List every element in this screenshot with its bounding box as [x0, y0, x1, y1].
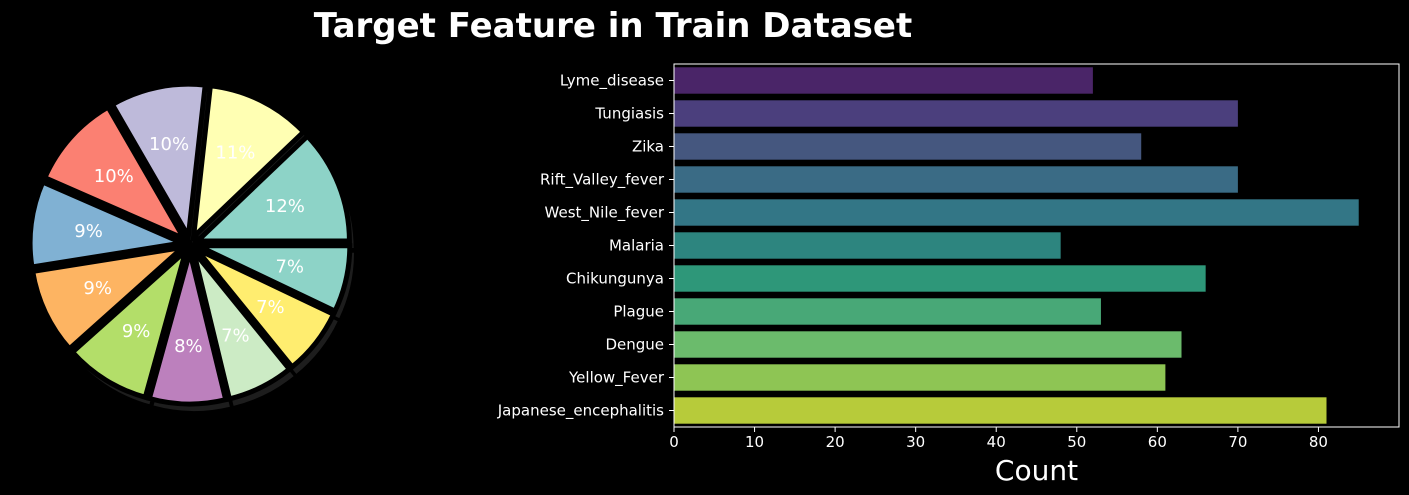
bar	[674, 166, 1238, 193]
x-tick-label: 0	[669, 433, 679, 451]
figure-title: Target Feature in Train Dataset	[313, 6, 913, 46]
pie-slice	[194, 246, 337, 371]
bar	[674, 364, 1166, 391]
x-tick-label: 80	[1309, 433, 1328, 451]
plot-frame	[673, 63, 1400, 428]
bar	[674, 265, 1206, 292]
pie-slice-label: 9%	[74, 221, 103, 242]
x-tick-label: 20	[826, 433, 845, 451]
pie-slice	[108, 81, 208, 245]
x-tick-label: 40	[987, 433, 1006, 451]
y-tick-label: Tungiasis	[594, 105, 664, 123]
pie-slice	[68, 243, 191, 401]
bar-chart: Lyme_disease Tungiasis Zika Rift_Valley_fev…	[497, 63, 1400, 487]
pie-slice-label: 11%	[215, 142, 255, 163]
pie-slice	[41, 103, 191, 245]
x-axis-label: Count	[995, 454, 1078, 487]
x-tick-label: 70	[1228, 433, 1247, 451]
pie-slice	[29, 243, 191, 353]
bar	[674, 232, 1061, 259]
pie-slice-label: 12%	[265, 196, 305, 217]
y-tick-label: Plague	[613, 303, 664, 321]
x-tick-label: 10	[745, 433, 764, 451]
y-tick-label: Yellow_Fever	[568, 369, 665, 388]
bar	[674, 67, 1093, 94]
y-tick-label: Japanese_encephalitis	[497, 402, 664, 421]
pie-slice	[191, 249, 293, 402]
pie-slice	[27, 178, 191, 270]
bar	[674, 100, 1238, 127]
pie-slice	[191, 132, 352, 244]
bar	[674, 199, 1359, 226]
y-tick-label: West_Nile_fever	[545, 204, 665, 223]
pie-slice-label: 9%	[83, 278, 112, 299]
bar	[674, 298, 1101, 325]
pie-slice-label: 10%	[149, 134, 189, 155]
pie-slice	[190, 83, 308, 244]
bar	[674, 331, 1182, 358]
y-tick-label: Rift_Valley_fever	[540, 171, 665, 190]
pie-slice-label: 10%	[94, 166, 134, 187]
pie-slice-label: 7%	[221, 326, 250, 347]
y-tick-label: Zika	[632, 138, 664, 156]
pie-chart: 12% 11% 10% 10% 9% 9% 9% 8% 7% 7% 7%	[27, 81, 355, 411]
bar	[674, 133, 1142, 160]
pie-slice-label: 7%	[256, 297, 285, 318]
pie-slice-label: 8%	[174, 336, 203, 357]
bar	[674, 397, 1327, 424]
pie-slice	[146, 242, 229, 407]
y-tick-label: Dengue	[605, 336, 664, 354]
pie-slice-label: 9%	[122, 321, 151, 342]
y-tick-label: Lyme_disease	[560, 72, 664, 91]
pie-slice	[196, 243, 353, 315]
x-tick-label: 50	[1067, 433, 1086, 451]
y-tick-label: Chikungunya	[566, 270, 664, 288]
y-tick-label: Malaria	[609, 237, 664, 255]
x-tick-label: 30	[906, 433, 925, 451]
x-tick-label: 60	[1148, 433, 1167, 451]
pie-slice-label: 7%	[275, 257, 304, 278]
